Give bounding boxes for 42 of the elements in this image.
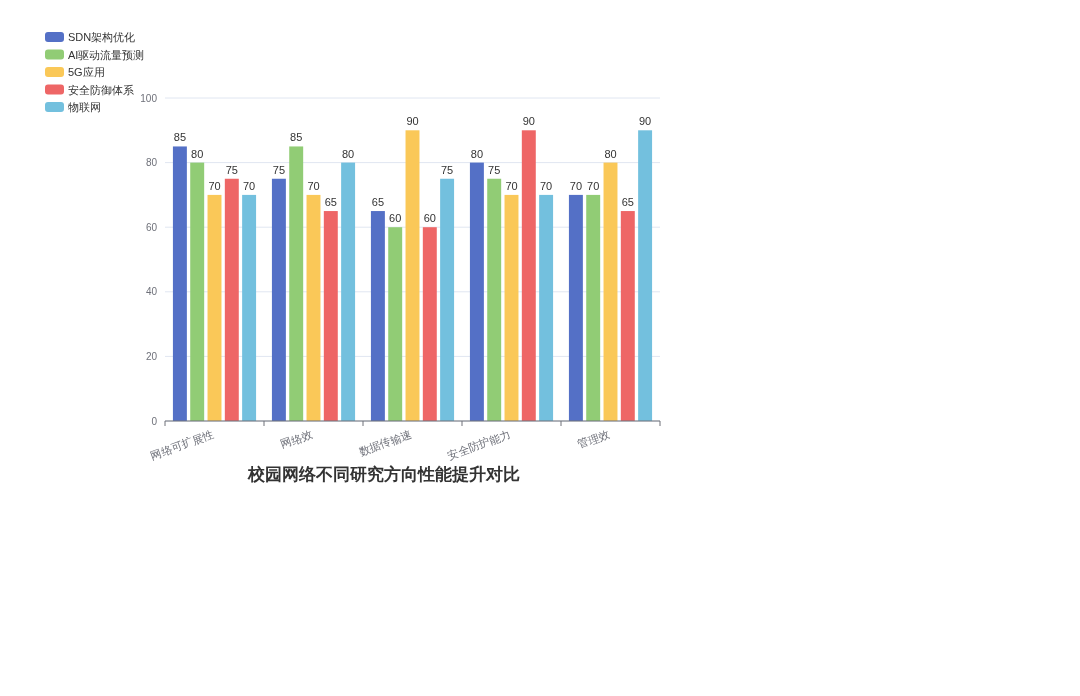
data-label: 80 <box>470 147 483 160</box>
x-tick-label: 网络效 <box>279 427 315 451</box>
data-label: 70 <box>243 179 256 192</box>
data-label: 65 <box>621 196 634 209</box>
data-label: 90 <box>406 115 419 128</box>
y-tick-label: 60 <box>145 221 157 233</box>
data-label: 70 <box>208 179 221 192</box>
data-label: 75 <box>441 163 454 176</box>
y-tick-label: 80 <box>145 157 157 169</box>
x-tick-label: 数据传输速 <box>357 427 414 458</box>
y-tick-label: 0 <box>151 415 157 427</box>
data-label: 80 <box>604 147 617 160</box>
data-label: 65 <box>324 196 337 209</box>
data-label: 65 <box>371 196 384 209</box>
title: 校园网络不同研究方向性能提升对比 <box>248 465 520 484</box>
data-label: 75 <box>225 163 238 176</box>
data-label: 85 <box>290 131 303 144</box>
y-tick-label: 40 <box>145 286 157 298</box>
x-tick-label: 安全防护能力 <box>446 427 513 462</box>
data-label: 90 <box>522 115 535 128</box>
legend-label: 安全防御体系 <box>68 83 134 96</box>
y-tick-label: 20 <box>145 350 157 362</box>
legend-label: 物联网 <box>68 101 101 113</box>
data-label: 75 <box>272 163 285 176</box>
legend-label: 5G应用 <box>68 66 105 78</box>
data-label: 60 <box>423 212 436 225</box>
data-label: 70 <box>307 179 320 192</box>
x-tick-label: 网络可扩展性 <box>149 427 216 462</box>
x-tick-label: 管理效 <box>576 427 612 451</box>
data-label: 70 <box>569 179 582 192</box>
data-label: 85 <box>173 131 186 144</box>
data-label: 70 <box>505 179 518 192</box>
data-label: 70 <box>587 179 600 192</box>
y-tick-label: 100 <box>140 92 157 104</box>
legend-label: SDN架构优化 <box>68 31 136 43</box>
data-label: 75 <box>488 163 501 176</box>
data-label: 90 <box>639 115 652 128</box>
data-label: 80 <box>342 147 355 160</box>
data-label: 60 <box>389 212 402 225</box>
data-label: 70 <box>540 179 553 192</box>
legend-label: AI驱动流量预测 <box>68 48 145 61</box>
data-label: 80 <box>191 147 204 160</box>
